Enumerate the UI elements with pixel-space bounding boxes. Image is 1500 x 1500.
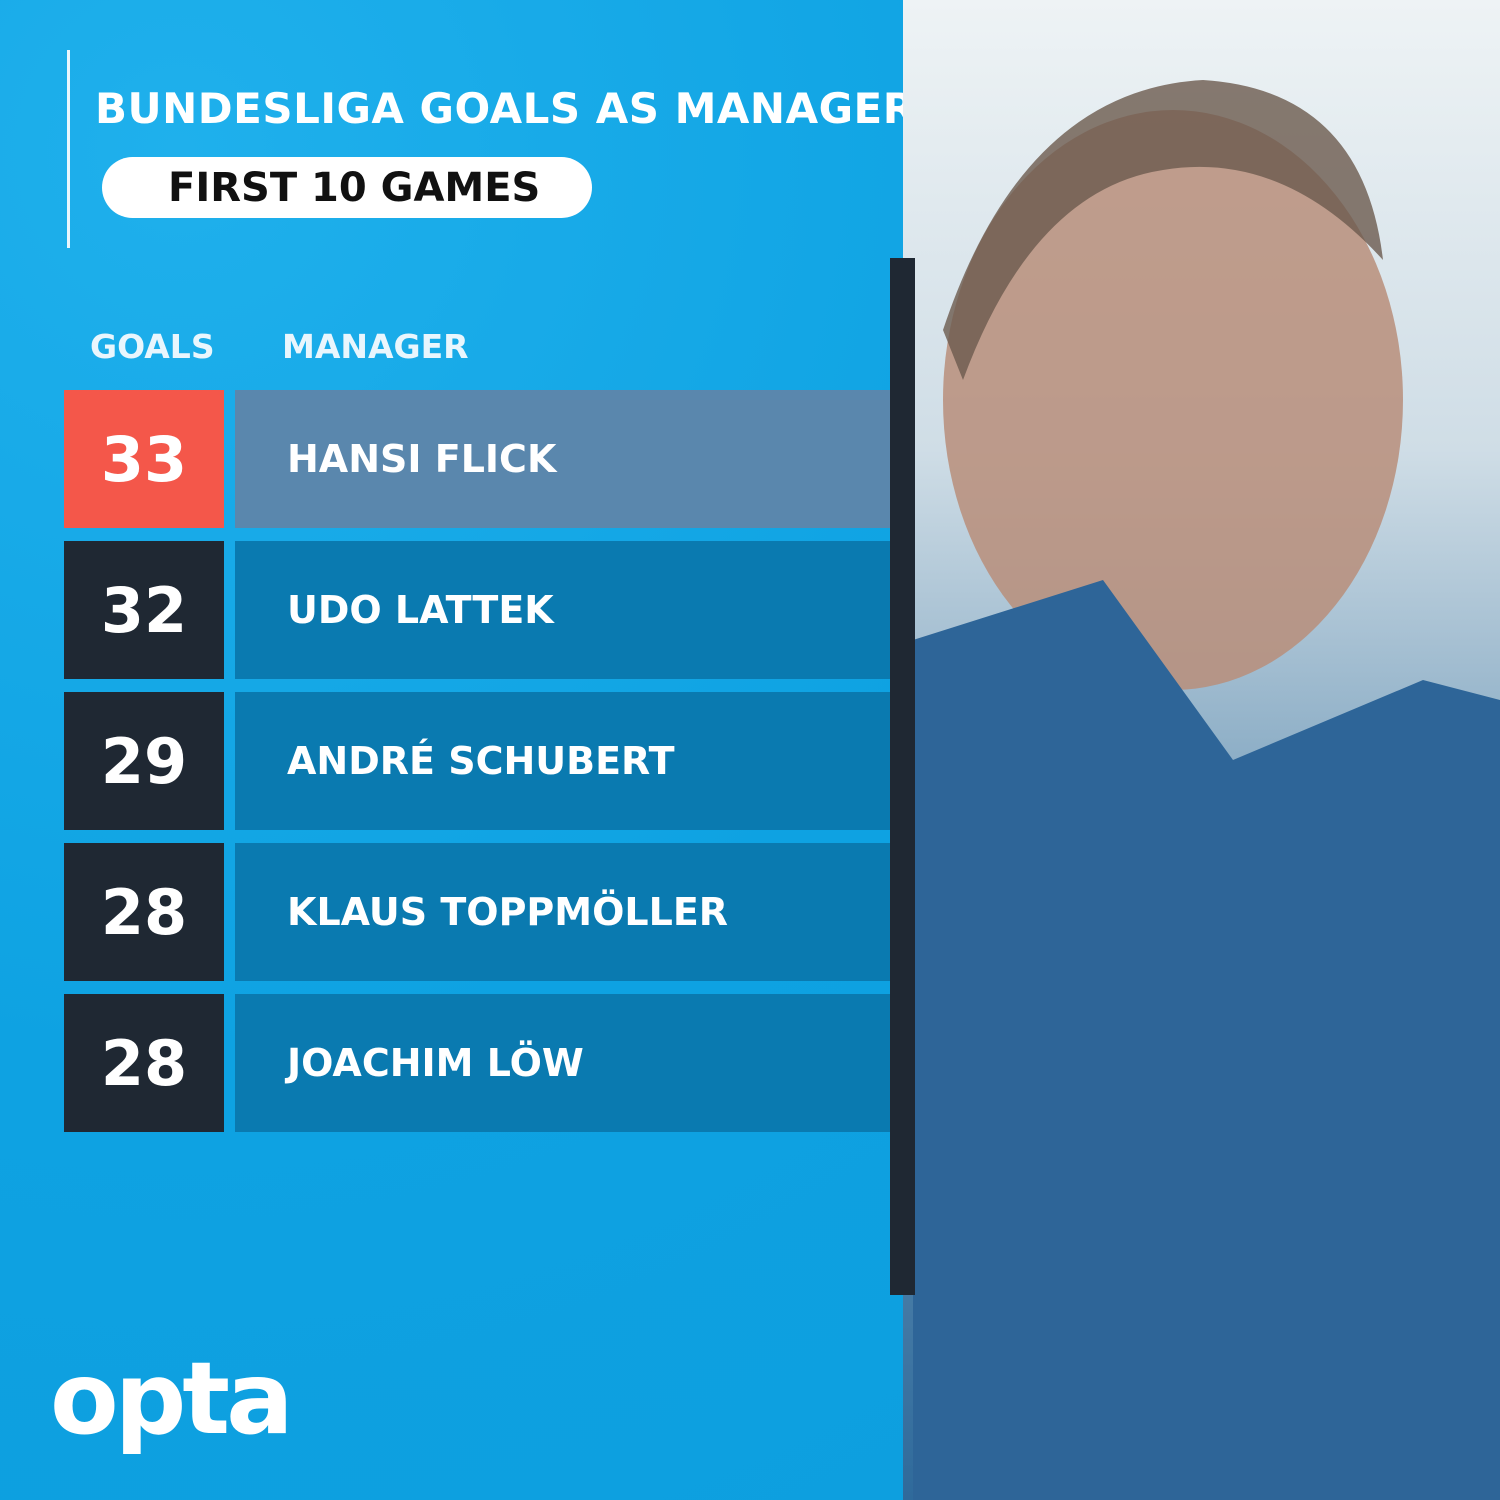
subtitle-pill: FIRST 10 GAMES	[102, 157, 592, 218]
opta-logo: opta	[50, 1340, 294, 1457]
subtitle: FIRST 10 GAMES	[168, 165, 541, 211]
table-row: 28 JOACHIM LÖW	[64, 994, 890, 1132]
chart-title: BUNDESLIGA GOALS AS MANAGER	[95, 84, 916, 133]
goals-value: 32	[64, 541, 224, 679]
goals-value: 33	[64, 390, 224, 528]
column-header-manager: MANAGER	[282, 327, 469, 366]
table-row: 32 UDO LATTEK	[64, 541, 890, 679]
table-row: 29 ANDRÉ SCHUBERT	[64, 692, 890, 830]
manager-name: JOACHIM LÖW	[235, 994, 890, 1132]
manager-name: UDO LATTEK	[235, 541, 890, 679]
manager-photo	[903, 0, 1500, 1500]
manager-silhouette	[913, 80, 1500, 1500]
column-header-goals: GOALS	[90, 327, 215, 366]
manager-name: KLAUS TOPPMÖLLER	[235, 843, 890, 981]
goals-value: 29	[64, 692, 224, 830]
manager-name: HANSI FLICK	[235, 390, 890, 528]
table-row: 28 KLAUS TOPPMÖLLER	[64, 843, 890, 981]
divider-bar	[890, 258, 915, 1295]
title-divider	[67, 50, 70, 248]
table-row: 33 HANSI FLICK	[64, 390, 890, 528]
goals-value: 28	[64, 843, 224, 981]
manager-name: ANDRÉ SCHUBERT	[235, 692, 890, 830]
goals-value: 28	[64, 994, 224, 1132]
